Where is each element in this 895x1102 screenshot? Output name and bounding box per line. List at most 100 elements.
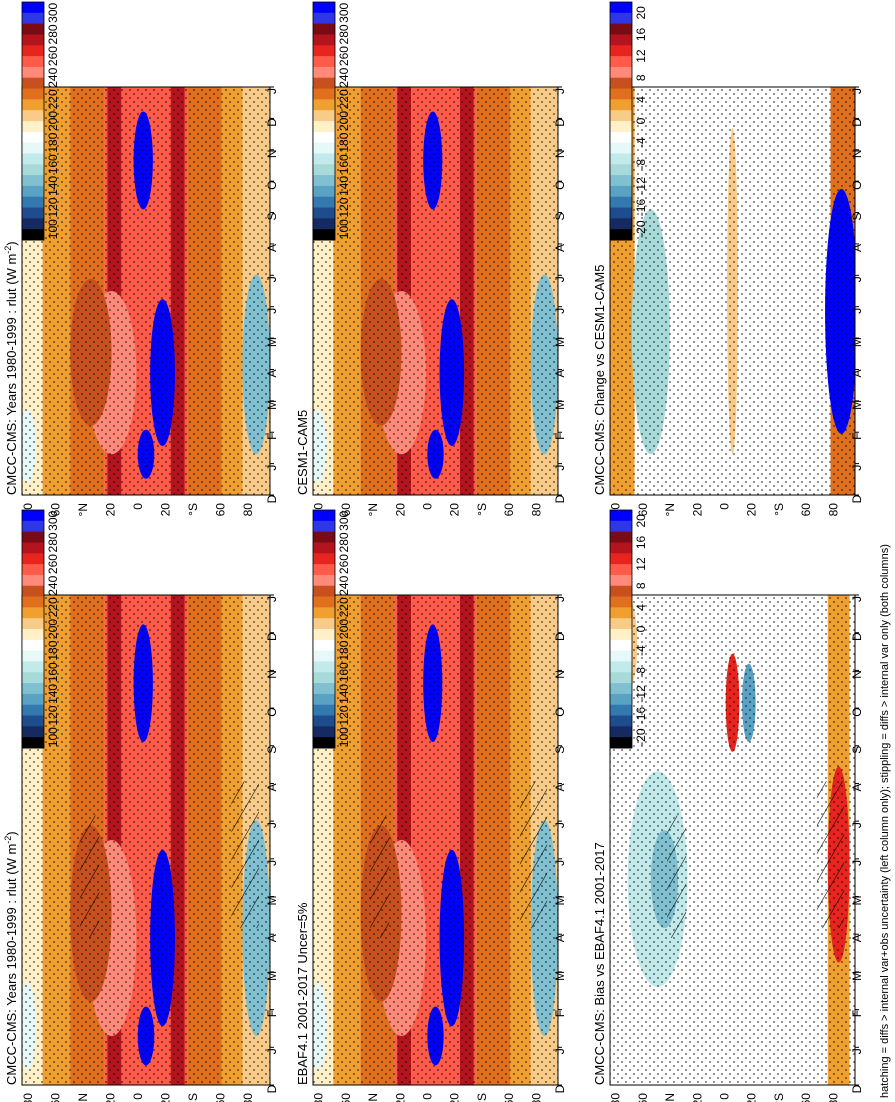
- title-superscript: -2: [3, 246, 13, 254]
- colorbar-label: 160: [337, 154, 351, 174]
- colorbar-swatch: [610, 639, 632, 652]
- colorbar-swatch: [22, 661, 44, 673]
- month-label: A: [265, 783, 279, 791]
- colorbar-swatch: [22, 650, 44, 662]
- colorbar-frame: [609, 1, 633, 241]
- colorbar-label: -20: [634, 220, 648, 238]
- colorbar-label: 20: [634, 6, 648, 20]
- month-label: J: [850, 822, 864, 828]
- colorbar-label: 0: [634, 625, 648, 632]
- panel-field: [313, 87, 558, 495]
- month-label: J: [265, 88, 279, 94]
- month-label: J: [553, 276, 567, 282]
- colorbar-swatch: [22, 726, 44, 738]
- colorbar-swatch: [610, 207, 632, 219]
- month-label: F: [553, 433, 567, 440]
- colorbar-swatch: [22, 229, 44, 241]
- month-label: M: [553, 896, 567, 906]
- colorbar-swatch: [610, 131, 632, 144]
- colorbar-swatch: [313, 196, 335, 209]
- colorbar-swatch: [22, 704, 44, 717]
- month-label: J: [265, 596, 279, 602]
- latitude-label: °N: [663, 503, 677, 516]
- colorbar-swatch: [610, 23, 632, 35]
- latitude-label: °S: [475, 1093, 489, 1102]
- colorbar-swatch: [610, 693, 632, 706]
- panel-title: CMCC-CMS: Change vs CESM1-CAM5: [592, 265, 607, 495]
- colorbar-swatch: [22, 520, 44, 533]
- colorbar-frame: [312, 509, 336, 749]
- colorbar-swatch: [313, 693, 335, 706]
- month-label: M: [553, 400, 567, 410]
- month-label: M: [265, 400, 279, 410]
- panel-frame: [312, 86, 559, 496]
- latitude-label: 80: [241, 1093, 255, 1102]
- colorbar-label: -16: [634, 199, 648, 217]
- month-label: N: [850, 670, 864, 679]
- panel-field: [22, 87, 270, 495]
- colorbar-label: 240: [337, 575, 351, 595]
- panel-title: CMCC-CMS: Years 1980-1999 : rlut (W m-2): [3, 241, 19, 495]
- month-label: F: [553, 1010, 567, 1017]
- latitude-label: 80: [21, 1093, 35, 1102]
- colorbar-swatch: [313, 131, 335, 144]
- colorbar-swatch: [610, 683, 632, 695]
- latitude-label: 0: [421, 503, 435, 510]
- colorbar-frame: [609, 509, 633, 749]
- latitude-label: 0: [421, 1093, 435, 1100]
- colorbar-swatch: [610, 56, 632, 68]
- colorbar-label: 260: [337, 46, 351, 66]
- colorbar-label: 180: [337, 132, 351, 152]
- colorbar-label: -4: [634, 137, 648, 148]
- colorbar-swatch: [610, 574, 632, 587]
- month-label: O: [265, 707, 279, 716]
- stippling: [313, 595, 558, 1085]
- colorbar-swatch: [610, 45, 632, 57]
- month-label: M: [553, 971, 567, 981]
- latitude-label: °S: [186, 1093, 200, 1102]
- month-label: M: [850, 971, 864, 981]
- colorbar-swatch: [610, 34, 632, 46]
- latitude-label: 80: [529, 1093, 543, 1102]
- colorbar-label: 4: [634, 96, 648, 103]
- colorbar-swatch: [610, 153, 632, 165]
- colorbar-label: 20: [634, 514, 648, 528]
- colorbar-label: 100: [46, 727, 60, 747]
- latitude-label: °S: [475, 503, 489, 516]
- month-label: O: [850, 180, 864, 189]
- colorbar-swatch: [22, 34, 44, 46]
- latitude-label: 0: [718, 1093, 732, 1100]
- colorbar-swatch: [313, 34, 335, 46]
- month-label: J: [265, 822, 279, 828]
- latitude-label: 0: [131, 503, 145, 510]
- title-main: CMCC-CMS: Years 1980-1999 : rlut (W m: [4, 844, 19, 1085]
- colorbar-swatch: [610, 510, 632, 522]
- colorbar-swatch: [22, 207, 44, 219]
- colorbar-label: 160: [46, 154, 60, 174]
- colorbar-swatch: [22, 196, 44, 209]
- colorbar-swatch: [313, 726, 335, 738]
- latitude-label: °N: [663, 1093, 677, 1102]
- colorbar-label: 280: [337, 532, 351, 552]
- colorbar-swatch: [22, 164, 44, 176]
- panel-frame: [21, 594, 271, 1086]
- colorbar-swatch: [610, 175, 632, 187]
- colorbar-swatch: [610, 629, 632, 641]
- colorbar-swatch: [610, 185, 632, 198]
- month-label: D: [265, 118, 279, 127]
- colorbar-label: 300: [337, 2, 351, 22]
- stippling: [610, 595, 855, 1085]
- colorbar-label: 160: [337, 662, 351, 682]
- colorbar-label: 200: [337, 111, 351, 131]
- colorbar-label: -12: [634, 685, 648, 703]
- colorbar-swatch: [610, 77, 632, 90]
- stippling: [610, 87, 855, 495]
- colorbar-swatch: [313, 56, 335, 68]
- colorbar-swatch: [22, 185, 44, 198]
- colorbar-swatch: [313, 520, 335, 533]
